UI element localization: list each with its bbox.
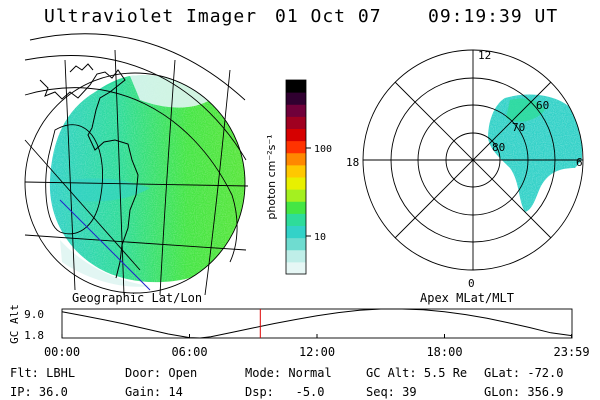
ytick-1-8: 1.8 xyxy=(24,329,44,342)
altitude-ylabel: GC Alt xyxy=(8,304,21,344)
info-gain: Gain: 14 xyxy=(125,385,183,399)
colorbar-cell xyxy=(286,249,306,263)
colorbar-unit-label: photon cm⁻²s⁻¹ xyxy=(265,134,278,219)
mlat-label-70: 70 xyxy=(512,121,525,134)
colorbar-cell xyxy=(286,201,306,214)
colorbar-cell xyxy=(286,116,306,130)
mlt-label-12: 12 xyxy=(478,49,491,62)
info-ip: IP: 36.0 xyxy=(10,385,68,399)
time-label: 09:19:39 UT xyxy=(428,6,559,27)
mlt-label-0: 0 xyxy=(468,277,475,290)
altitude-xticks: 00:00 06:00 12:00 18:00 23:59 xyxy=(44,334,590,359)
mlt-label-18: 18 xyxy=(346,156,359,169)
colorbar-cells xyxy=(286,80,306,275)
info-mode: Mode: Normal xyxy=(245,366,332,380)
colorbar-cell xyxy=(286,152,306,166)
polar-gridlines xyxy=(362,49,584,271)
polar-panel: 12 18 6 0 60 70 80 Apex MLat/MLT xyxy=(346,49,584,305)
colorbar-label-100: 100 xyxy=(314,144,332,155)
colorbar-cell xyxy=(286,189,306,202)
colorbar-cell xyxy=(286,237,306,251)
colorbar-cell xyxy=(286,104,306,117)
info-flt: Flt: LBHL xyxy=(10,366,76,380)
info-dsp: Dsp: -5.0 xyxy=(245,385,325,399)
colorbar-cell xyxy=(286,164,306,178)
colorbar-cell xyxy=(286,140,306,154)
xtick-label: 18:00 xyxy=(426,345,462,359)
altitude-plot-frame xyxy=(61,308,573,339)
geographic-panel: Geographic Lat/Lon xyxy=(24,33,249,305)
altitude-series-line xyxy=(61,308,572,339)
mlat-label-60: 60 xyxy=(536,99,549,112)
colorbar-cell xyxy=(286,225,306,239)
info-door: Door: Open xyxy=(125,366,198,380)
mlt-label-6: 6 xyxy=(576,156,583,169)
geo-gridlines xyxy=(24,33,249,296)
info-glon: GLon: 356.9 xyxy=(484,385,564,399)
xtick-label: 00:00 xyxy=(44,345,80,359)
colorbar-label-10: 10 xyxy=(314,232,326,243)
terminator-line xyxy=(59,199,151,291)
colorbar-cell xyxy=(286,177,306,190)
colorbar-cell xyxy=(286,92,306,105)
geo-panel-label: Geographic Lat/Lon xyxy=(72,291,202,305)
date-label: 01 Oct 07 xyxy=(275,6,382,27)
instrument-title: Ultraviolet Imager xyxy=(44,6,258,27)
mlat-label-80: 80 xyxy=(492,141,505,154)
xtick-label: 06:00 xyxy=(171,345,207,359)
altitude-plot: 00:00 06:00 12:00 18:00 23:59 9.0 1.8 GC Alt xyxy=(8,304,590,359)
polar-panel-label: Apex MLat/MLT xyxy=(420,291,514,305)
ytick-9: 9.0 xyxy=(24,308,44,321)
info-glat: GLat: -72.0 xyxy=(484,366,564,380)
xtick-label: 23:59 xyxy=(554,345,590,359)
colorbar-cell xyxy=(286,213,306,227)
xtick-label: 12:00 xyxy=(299,345,335,359)
colorbar-cell xyxy=(286,261,306,275)
info-seq: Seq: 39 xyxy=(366,385,417,399)
colorbar-cell xyxy=(286,128,306,142)
coastline-outline xyxy=(39,63,139,279)
colorbar-cell xyxy=(286,80,306,93)
colorbar: 100 10 photon cm⁻²s⁻¹ xyxy=(265,79,332,275)
info-gc-alt: GC Alt: 5.5 Re xyxy=(366,366,468,380)
